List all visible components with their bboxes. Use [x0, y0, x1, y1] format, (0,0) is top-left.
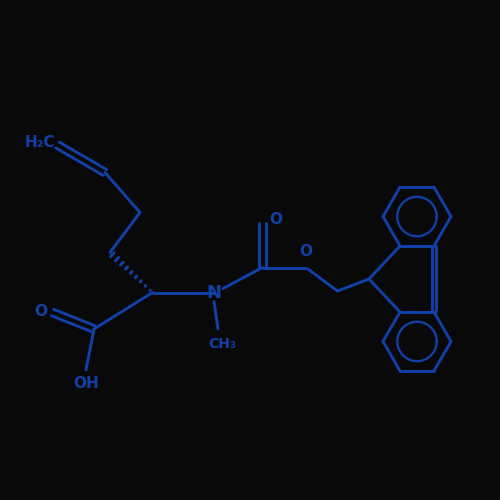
Text: H₂C: H₂C	[24, 135, 55, 150]
Text: O: O	[34, 304, 48, 318]
Text: O: O	[300, 244, 312, 258]
Text: N: N	[206, 284, 222, 302]
Text: O: O	[270, 212, 282, 227]
Text: CH₃: CH₃	[208, 336, 236, 350]
Text: OH: OH	[73, 376, 99, 391]
